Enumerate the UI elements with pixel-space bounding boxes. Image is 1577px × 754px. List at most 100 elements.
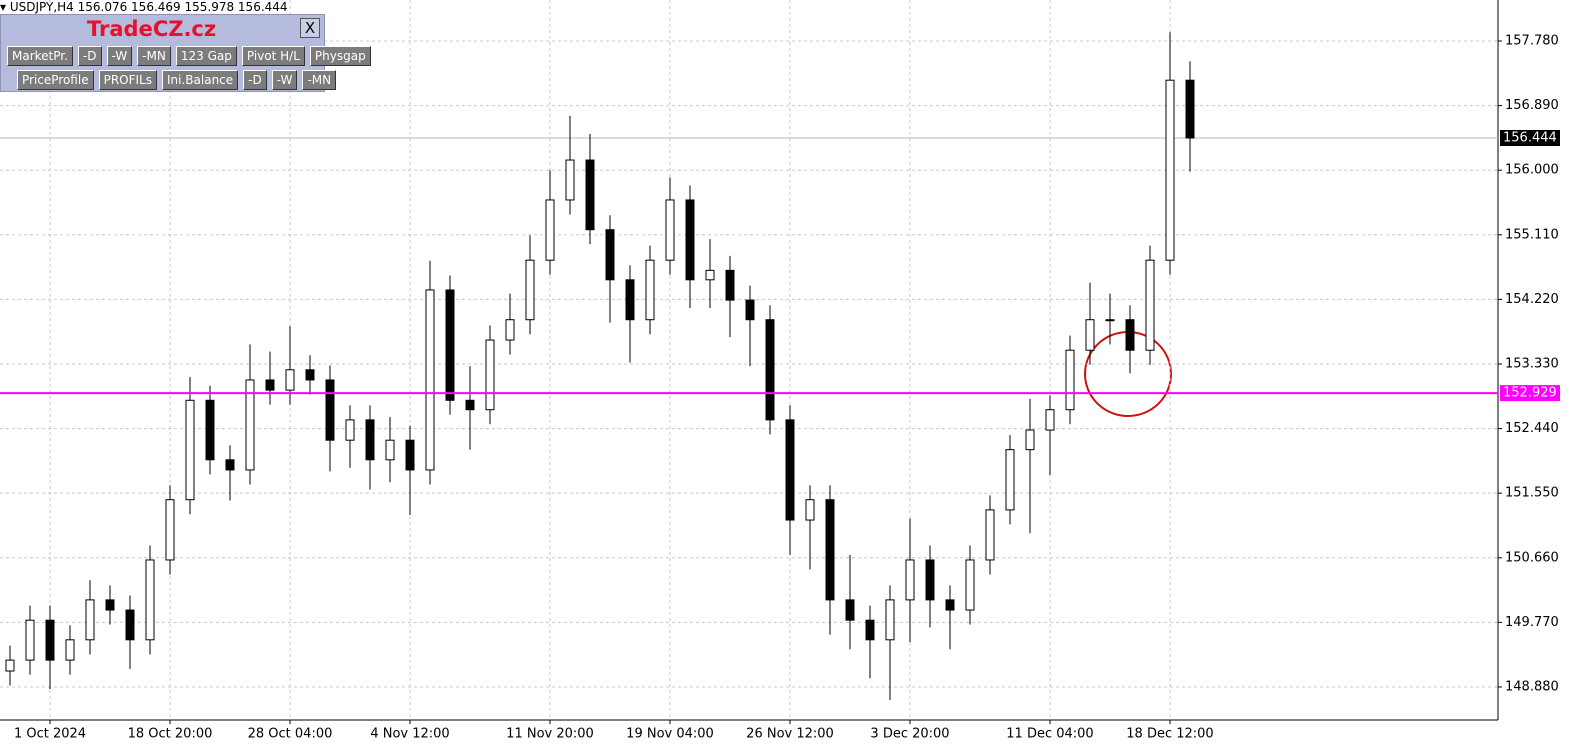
- candle-body: [825, 499, 835, 601]
- button-row: MarketPr. -D -W -MN 123 Gap Pivot H/L Physgap: [7, 46, 371, 66]
- symbol-header: ▾ USDJPY,H4 156.076 156.469 155.978 156.…: [0, 0, 288, 14]
- candle-body: [885, 599, 895, 641]
- panel-button[interactable]: -D: [77, 46, 102, 66]
- price-tag: [1500, 129, 1560, 146]
- candle-body: [205, 399, 215, 461]
- y-tick-label: 148.880: [1505, 679, 1559, 694]
- candle-body: [1125, 319, 1135, 351]
- x-tick-label: 18 Oct 20:00: [128, 727, 213, 742]
- candle-body: [585, 159, 595, 231]
- dropdown-icon: ▾: [0, 0, 10, 14]
- candle-body: [565, 159, 575, 201]
- candle-body: [1065, 349, 1075, 411]
- panel-button[interactable]: MarketPr.: [7, 46, 73, 66]
- candle-body: [725, 269, 735, 301]
- candle-body: [965, 559, 975, 611]
- close-button[interactable]: X: [300, 18, 320, 38]
- y-tick-label: 150.660: [1505, 550, 1559, 565]
- x-tick-label: 19 Nov 04:00: [626, 727, 714, 742]
- candle-body: [865, 619, 875, 641]
- candle-body: [45, 619, 55, 661]
- y-tick-label: 152.440: [1505, 421, 1559, 436]
- candle-body: [25, 619, 35, 661]
- candle-body: [605, 229, 615, 281]
- candle-body: [905, 559, 915, 601]
- panel-button[interactable]: -D: [243, 70, 267, 90]
- x-tick-label: 1 Oct 2024: [14, 727, 86, 742]
- candle-body: [105, 599, 115, 611]
- x-tick-label: 3 Dec 20:00: [870, 727, 949, 742]
- panel-title: TradeCZ.cz: [87, 17, 217, 41]
- candle-body: [945, 599, 955, 611]
- grid: [0, 0, 1498, 720]
- candle-body: [185, 399, 195, 501]
- panel-button[interactable]: Ini.Balance: [162, 70, 239, 90]
- panel-button[interactable]: 123 Gap: [175, 46, 237, 66]
- y-tick-label: 154.220: [1505, 292, 1559, 307]
- panel-button[interactable]: -W: [106, 46, 133, 66]
- candle-body: [445, 289, 455, 401]
- candle-body: [125, 609, 135, 641]
- candle-body: [765, 319, 775, 421]
- x-tick-label: 11 Dec 04:00: [1006, 727, 1093, 742]
- panel-button[interactable]: -MN: [137, 46, 171, 66]
- candle-body: [1105, 319, 1115, 322]
- panel-button[interactable]: PriceProfile: [17, 70, 94, 90]
- candle-body: [645, 259, 655, 321]
- candle-body: [1025, 429, 1035, 451]
- candle-body: [505, 319, 515, 341]
- candle-body: [405, 439, 415, 471]
- price-tag-label: 156.444: [1503, 130, 1557, 145]
- y-tick-label: 155.110: [1505, 227, 1559, 242]
- candle-body: [265, 379, 275, 391]
- x-tick-label: 26 Nov 12:00: [746, 727, 834, 742]
- candle-body: [705, 269, 715, 281]
- panel-button[interactable]: -W: [271, 70, 298, 90]
- candle-body: [345, 419, 355, 441]
- candle-body: [545, 199, 555, 261]
- panel-button[interactable]: PROFILs: [98, 70, 157, 90]
- candle-body: [5, 659, 15, 672]
- button-row: PriceProfile PROFILs Ini.Balance -D -W -MN: [17, 70, 337, 90]
- candle-body: [485, 339, 495, 411]
- candle-body: [465, 399, 475, 411]
- x-tick-label: 28 Oct 04:00: [248, 727, 333, 742]
- candle-body: [1145, 259, 1155, 351]
- x-tick-label: 18 Dec 12:00: [1126, 727, 1213, 742]
- candle-body: [65, 639, 75, 661]
- candle-body: [365, 419, 375, 461]
- candle-body: [225, 459, 235, 471]
- candle-body: [625, 279, 635, 321]
- candle-body: [245, 379, 255, 471]
- price-tag-label: 152.929: [1503, 386, 1557, 401]
- candle-body: [665, 199, 675, 261]
- symbol-title: USDJPY,H4 156.076 156.469 155.978 156.44…: [9, 0, 288, 14]
- candle-body: [525, 259, 535, 321]
- candle-body: [325, 379, 335, 441]
- x-tick-label: 11 Nov 20:00: [506, 727, 594, 742]
- tool-panel: TradeCZ.cz X MarketPr. -D -W -MN 123 Gap Pivo…: [0, 14, 371, 92]
- candle-body: [85, 599, 95, 641]
- candle-body: [685, 199, 695, 281]
- candle-body: [845, 599, 855, 621]
- candle-body: [1005, 449, 1015, 511]
- y-tick-label: 153.330: [1505, 356, 1559, 371]
- panel-button[interactable]: Physgap: [309, 46, 371, 66]
- candle-body: [1085, 319, 1095, 351]
- candle-body: [425, 289, 435, 471]
- candle-body: [805, 499, 815, 521]
- candle-body: [1045, 409, 1055, 431]
- y-tick-label: 156.000: [1505, 163, 1559, 178]
- candle-body: [1185, 79, 1195, 139]
- candle-body: [785, 419, 795, 521]
- y-tick-label: 157.780: [1505, 34, 1559, 49]
- candle-body: [145, 559, 155, 641]
- candle-body: [385, 439, 395, 461]
- y-tick-label: 156.890: [1505, 98, 1559, 113]
- panel-button[interactable]: -MN: [302, 70, 337, 90]
- panel-button[interactable]: Pivot H/L: [241, 46, 305, 66]
- candle-body: [305, 369, 315, 381]
- candle-body: [745, 299, 755, 321]
- y-tick-label: 149.770: [1505, 615, 1559, 630]
